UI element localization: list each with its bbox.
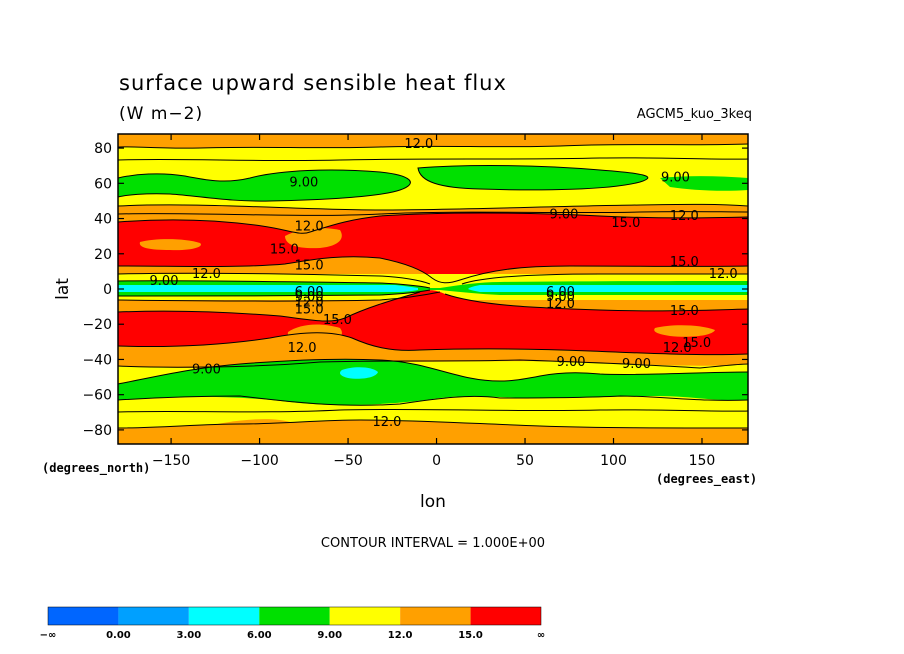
- contour-band-6-9-north-east: [418, 165, 648, 190]
- contour-fill-area: [118, 134, 748, 444]
- contour-lines: [118, 143, 748, 429]
- contour-label: 9.00: [150, 274, 179, 289]
- colorbar: −∞ 0.00 3.00 6.00 9.00 12.0 15.0 ∞: [40, 606, 545, 641]
- chart-units: (W m−2): [119, 104, 203, 124]
- contour-label: 15.0: [323, 313, 352, 328]
- colorbar-frame: [47, 606, 542, 626]
- contour-band-6-9-south: [118, 359, 748, 405]
- colorbar-tick-label: 15.0: [458, 630, 483, 641]
- colorbar-tick-label: −∞: [40, 630, 57, 641]
- x-axis-label: lon: [420, 492, 446, 512]
- contour-label: 9.00: [289, 176, 318, 191]
- contour-label: 15.0: [670, 304, 699, 319]
- x-tick-label: 0: [432, 453, 441, 469]
- model-label: AGCM5_kuo_3keq: [637, 107, 752, 122]
- contour-label: 12.0: [404, 137, 433, 152]
- y-tick-label: 0: [103, 282, 112, 298]
- contour-band-6-9-north: [118, 170, 411, 202]
- contour-label: 15.0: [270, 242, 299, 257]
- contour-label: 9.00: [295, 290, 324, 305]
- contour-label: 12.0: [288, 341, 317, 356]
- colorbar-swatch: [400, 607, 471, 625]
- contour-label: 12.0: [295, 295, 324, 310]
- contour-label: 12.0: [192, 267, 221, 282]
- colorbar-swatch: [470, 607, 541, 625]
- x-tick-label: 50: [516, 453, 534, 469]
- y-tick-label: 40: [94, 212, 112, 228]
- y-tick-label: 20: [94, 247, 112, 263]
- colorbar-swatch: [48, 607, 119, 625]
- y-tick-label: −60: [82, 388, 112, 404]
- colorbar-swatch: [259, 607, 330, 625]
- colorbar-swatch: [329, 607, 401, 625]
- colorbar-tick-label: 6.00: [247, 630, 272, 641]
- contour-label: 15.0: [682, 336, 711, 351]
- contour-band-15plus-south: [118, 290, 748, 355]
- contour-label: 12.0: [295, 220, 324, 235]
- contour-label: 9.00: [546, 290, 575, 305]
- x-tick-label: −150: [152, 453, 190, 469]
- contour-label: 6.00: [546, 285, 575, 300]
- colorbar-swatch: [188, 607, 260, 625]
- y-tick-label: 80: [94, 141, 112, 157]
- contour-interval: CONTOUR INTERVAL = 1.000E+00: [321, 536, 545, 551]
- x-axis-ticks: −150 −100 −50 0 50 100 150: [152, 134, 715, 469]
- x-tick-label: 100: [600, 453, 627, 469]
- contour-label: 12.0: [670, 209, 699, 224]
- x-unit-note: (degrees_east): [656, 472, 757, 487]
- y-unit-note: (degrees_north): [42, 461, 150, 476]
- colorbar-tick-label: 12.0: [388, 630, 413, 641]
- y-tick-label: −40: [82, 352, 112, 368]
- chart-title: surface upward sensible heat flux: [119, 71, 507, 95]
- contour-label: 12.0: [663, 341, 692, 356]
- contour-label: 9.00: [557, 355, 586, 370]
- y-tick-label: −20: [82, 317, 112, 333]
- contour-label: 15.0: [670, 255, 699, 270]
- colorbar-tick-label: 9.00: [317, 630, 342, 641]
- y-axis-ticks: 80 60 40 20 0 −20 −40 −60 −80: [82, 141, 748, 439]
- colorbar-swatch: [118, 607, 189, 625]
- contour-label: 6.00: [295, 285, 324, 300]
- contour-band-6-9-equator: [118, 280, 748, 296]
- colorbar-tick-label: ∞: [537, 630, 545, 641]
- x-tick-label: 150: [689, 453, 716, 469]
- contour-band-6-9-north-east2: [660, 176, 748, 191]
- contour-label: 9.00: [661, 170, 690, 185]
- y-tick-label: 60: [94, 176, 112, 192]
- contour-label: 9.00: [622, 357, 651, 372]
- colorbar-tick-label: 0.00: [106, 630, 131, 641]
- contour-label: 15.0: [295, 258, 324, 273]
- colorbar-tick-label: 3.00: [177, 630, 202, 641]
- contour-band-15plus-north: [118, 213, 748, 283]
- x-tick-label: −100: [240, 453, 278, 469]
- contour-label: 9.00: [549, 207, 578, 222]
- y-tick-label: −80: [82, 423, 112, 439]
- contour-label: 15.0: [295, 302, 324, 317]
- contour-band-3-6-equator: [118, 285, 418, 292]
- y-axis-label: lat: [53, 278, 73, 300]
- x-tick-label: −50: [333, 453, 363, 469]
- contour-label: 12.0: [709, 267, 738, 282]
- contour-label: 9.00: [192, 362, 221, 377]
- contour-label: 15.0: [611, 216, 640, 231]
- contour-label: 12.0: [546, 297, 575, 312]
- contour-label: 12.0: [373, 415, 402, 430]
